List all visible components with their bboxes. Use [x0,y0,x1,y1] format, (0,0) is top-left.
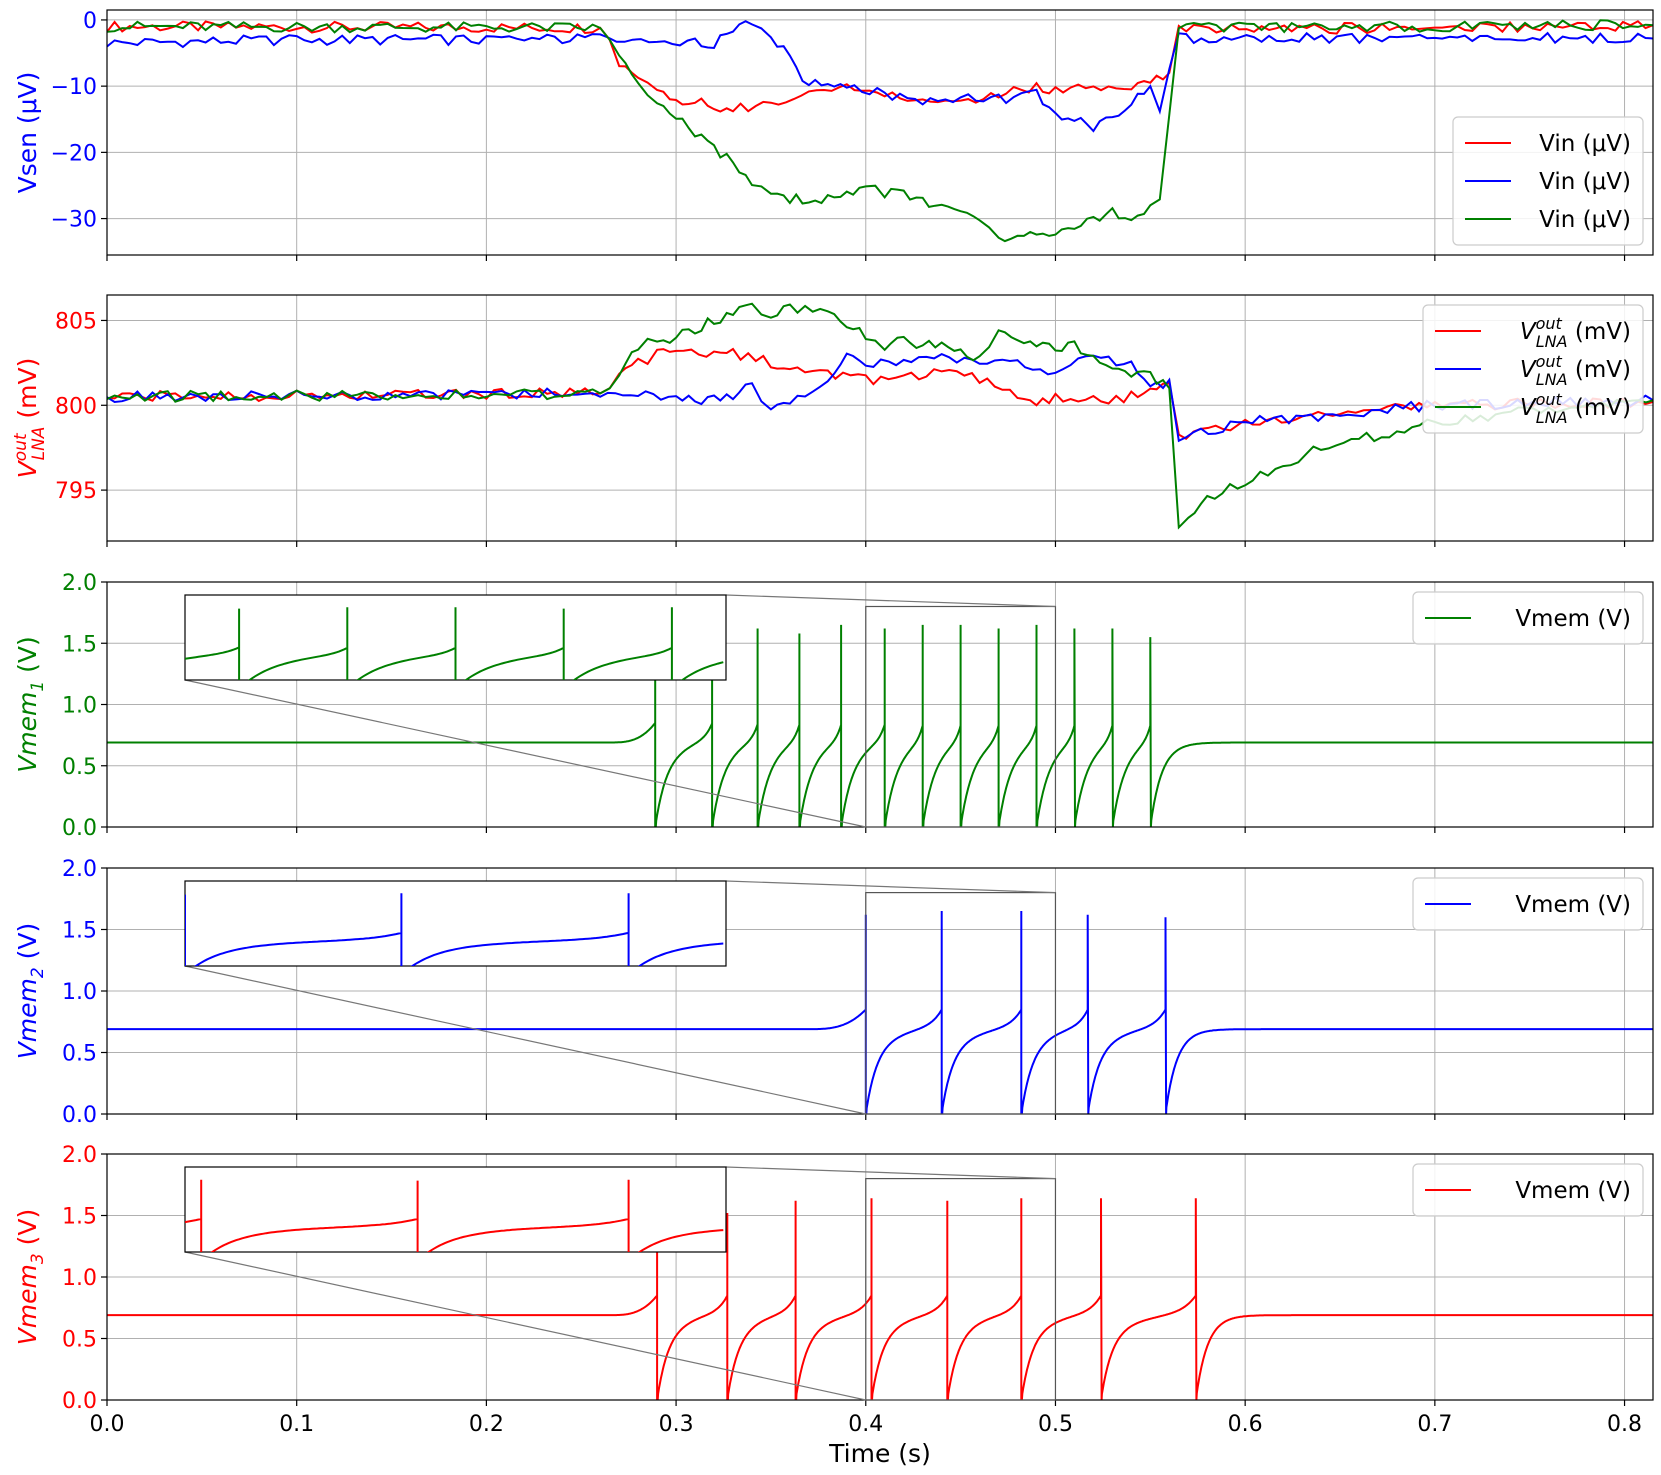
legend-entry: Vout LNA (mV) [1520,352,1631,389]
inset-series-line [185,1179,724,1252]
x-tick-label: 0.5 [1038,1412,1073,1437]
inset-series-line [185,607,724,680]
zoom-connector [725,880,1056,894]
y-tick-label: 0 [83,9,97,34]
zoom-connector [725,1166,1056,1180]
zoom-connector [725,594,1056,608]
series-line-3 [107,19,1653,243]
zoom-connector [184,679,866,828]
y-tick-label: 1.0 [62,980,97,1005]
x-tick-label: 0.7 [1417,1412,1452,1437]
y-tick-label: 0.0 [62,816,97,841]
legend-entry: Vout LNA (mV) [1520,390,1631,427]
panel-5: 0.0 0.1 0.2 0.3 0.4 0.5 0.6 0.7 0.8 0.0 0.5 1.0 1.5 2… [13,1143,1654,1437]
zoom-inset [184,594,1057,828]
zoom-inset [184,1166,1057,1401]
y-tick-label: 1.0 [62,1266,97,1291]
legend-entry: Vin (μV) [1539,207,1631,233]
legend-box [1412,877,1644,931]
legend-entry: Vmem (V) [1515,1178,1631,1204]
series-lines [107,911,1653,1114]
series-lines [107,19,1653,243]
y-tick-label: 0.5 [62,755,97,780]
series-lines [107,1198,1653,1400]
x-tick-label: 0.0 [90,1412,125,1437]
y-tick-label: 0.5 [62,1042,97,1067]
legend-entry: Vmem (V) [1515,892,1631,918]
panel-3: 0.0 0.5 1.0 1.5 2.0 Vmem1 (V) Vmem (V) [13,571,1654,841]
zoom-region [865,891,1057,1115]
legend: Vout LNA (mV)Vout LNA (mV)Vout LNA (mV) [1422,304,1644,434]
y-tick-label: 0.0 [62,1103,97,1128]
inset-series-line [185,893,724,966]
series-line-1 [107,624,1653,827]
legend-box [1412,1163,1644,1217]
y-tick-label: 805 [55,309,97,334]
x-tick-label: 0.8 [1607,1412,1642,1437]
series-line-3 [107,302,1653,530]
y-tick-label: −20 [51,141,97,166]
y-tick-label: 800 [55,394,97,419]
y-tick-label: −10 [51,75,97,100]
legend-box [1422,304,1644,434]
series-line-1 [107,1198,1653,1400]
y-tick-label: 2.0 [62,1143,97,1168]
series-line-1 [107,347,1653,441]
x-axis-label: Time (s) [828,1439,931,1468]
inset-frame [184,880,727,967]
y-axis-label: Vmem1 (V) [13,636,48,773]
y-axis-label: VoutLNA (mV) [11,358,49,479]
y-tick-label: 0.0 [62,1389,97,1414]
legend: Vmem (V) [1412,877,1644,931]
y-tick-label: 2.0 [62,857,97,882]
series-line-1 [107,911,1653,1114]
panel-4: 0.0 0.5 1.0 1.5 2.0 Vmem2 (V) Vmem (V) [13,857,1654,1128]
legend: Vmem (V) [1412,591,1644,645]
x-tick-label: 0.1 [279,1412,314,1437]
zoom-region [865,1177,1057,1401]
y-tick-label: 1.5 [62,919,97,944]
zoom-inset [184,880,1057,1115]
series-lines [107,624,1653,827]
y-axis-label: Vmem3 (V) [13,1209,48,1346]
legend-entry: Vin (μV) [1539,131,1631,157]
legend: Vin (μV) Vin (μV) Vin (μV) [1452,116,1644,246]
x-tick-label: 0.6 [1228,1412,1263,1437]
series-line-2 [107,20,1653,133]
legend: Vmem (V) [1412,1163,1644,1217]
x-tick-label: 0.2 [469,1412,504,1437]
y-tick-label: 1.0 [62,694,97,719]
zoom-connector [184,965,866,1115]
series-line-2 [107,352,1653,443]
y-axis-label: Vmem2 (V) [13,923,48,1060]
zoom-connector [184,1251,866,1401]
y-axis-label: Vsen (μV) [13,72,42,194]
y-tick-label: 1.5 [62,632,97,657]
y-tick-label: −30 [51,208,97,233]
legend-entry: Vin (μV) [1539,169,1631,195]
zoom-region [865,605,1057,828]
y-tick-label: 0.5 [62,1328,97,1353]
legend-box [1412,591,1644,645]
plot-frame [106,9,1654,256]
series-lines [107,302,1653,530]
plot-frame [106,294,1654,542]
x-tick-label: 0.3 [659,1412,694,1437]
y-tick-label: 2.0 [62,571,97,596]
legend-box [1452,116,1644,246]
y-tick-label: 795 [55,479,97,504]
legend-entry: Vout LNA (mV) [1520,314,1631,351]
legend-entry: Vmem (V) [1515,606,1631,632]
y-tick-label: 1.5 [62,1205,97,1230]
inset-frame [184,1166,727,1253]
x-tick-label: 0.4 [848,1412,883,1437]
